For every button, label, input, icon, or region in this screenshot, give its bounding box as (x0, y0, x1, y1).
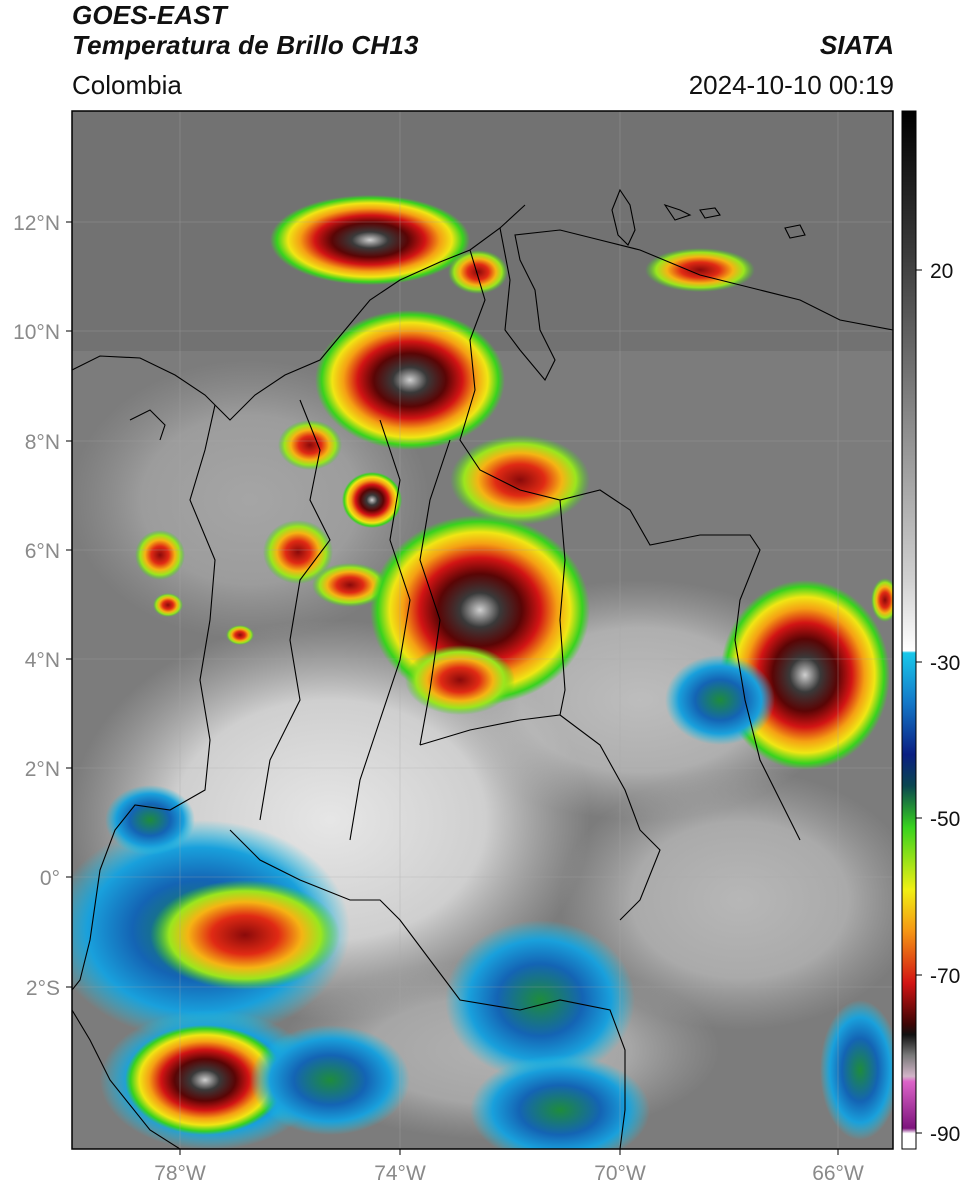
vichada-border (559, 499, 566, 716)
storm-caldas (312, 563, 388, 607)
colorbar-tick-minus50: -50 (930, 808, 960, 831)
storm-guajira (270, 195, 470, 285)
boundaries (72, 188, 893, 1149)
colorbar-frame (901, 110, 917, 1150)
eastern-andes-borders (419, 439, 451, 746)
title-satellite: GOES-EAST (72, 0, 227, 30)
southeast-cloud-field (560, 770, 893, 1030)
islands-outline (663, 203, 806, 239)
cloud-amazon-blue (445, 920, 635, 1080)
colorbar-gradient (902, 111, 916, 1149)
pacific-coastline (72, 404, 216, 991)
cloud-peru-east (250, 1025, 410, 1135)
colombia-venezuela-border (459, 249, 801, 841)
storm-uraba (278, 420, 342, 470)
lon-label-70w: 70°W (594, 1162, 646, 1185)
central-andes-borders (349, 419, 411, 841)
lon-label-78w: 78°W (154, 1162, 206, 1185)
lat-label-12n: 12°N (13, 212, 60, 235)
panama-detail (129, 409, 166, 441)
lat-label-8n: 8°N (25, 431, 60, 454)
colorbar-tick-20: 20 (930, 260, 953, 283)
storm-ecuador (150, 880, 340, 990)
colorbar: 20 -30 -50 -70 -90 (901, 110, 960, 1150)
storm-santander (450, 435, 590, 525)
peru-border (72, 1009, 181, 1149)
western-andes-borders (259, 399, 331, 821)
lon-label-74w: 74°W (374, 1162, 426, 1185)
cloud-amazon-south (470, 1055, 650, 1149)
storm-maracaibo-north (448, 250, 508, 294)
lat-label-2n: 2°N (25, 758, 60, 781)
venezuela-coast (499, 227, 893, 381)
storm-pacific-2 (153, 593, 183, 617)
paraguana-outline (611, 188, 636, 246)
lon-label-66w: 66°W (812, 1162, 864, 1185)
storm-meta (405, 645, 515, 715)
colorbar-tick-minus70: -70 (930, 965, 960, 988)
lat-label-0: 0° (40, 867, 60, 890)
lat-label-4n: 4°N (25, 649, 60, 672)
caribbean-sea-field (72, 111, 893, 351)
storm-peru (125, 1025, 285, 1135)
map-frame (71, 110, 894, 1150)
lat-label-2s: 2°S (26, 977, 60, 1000)
amazonas-border (419, 714, 661, 921)
colombia-southern-border (229, 829, 626, 1149)
lon-ticks (179, 1149, 839, 1155)
caribbean-coastline (72, 204, 526, 421)
storm-magdalena (315, 310, 505, 450)
title-product: Temperatura de Brillo CH13 (72, 30, 419, 60)
brand-label: SIATA (819, 30, 894, 60)
cloud-pacific-blue (105, 785, 195, 855)
region-label: Colombia (72, 70, 182, 100)
cloud-east-blue (665, 655, 775, 745)
colorbar-tick-minus90: -90 (930, 1123, 960, 1146)
storm-antioquia (342, 472, 402, 528)
storm-pacific-3 (226, 625, 254, 645)
lat-label-10n: 10°N (13, 321, 60, 344)
satellite-image (72, 111, 893, 1149)
storm-venezuela-coast (645, 248, 755, 292)
storm-pacific-1 (135, 530, 185, 580)
storm-edge-east (871, 578, 893, 622)
cloud-southeast-blue (820, 1000, 893, 1140)
lat-label-6n: 6°N (25, 540, 60, 563)
colorbar-tick-minus30: -30 (930, 652, 960, 675)
lat-ticks (66, 221, 72, 988)
storm-choco (263, 520, 333, 584)
graticule (72, 111, 893, 1149)
timestamp-label: 2024-10-10 00:19 (688, 70, 894, 100)
